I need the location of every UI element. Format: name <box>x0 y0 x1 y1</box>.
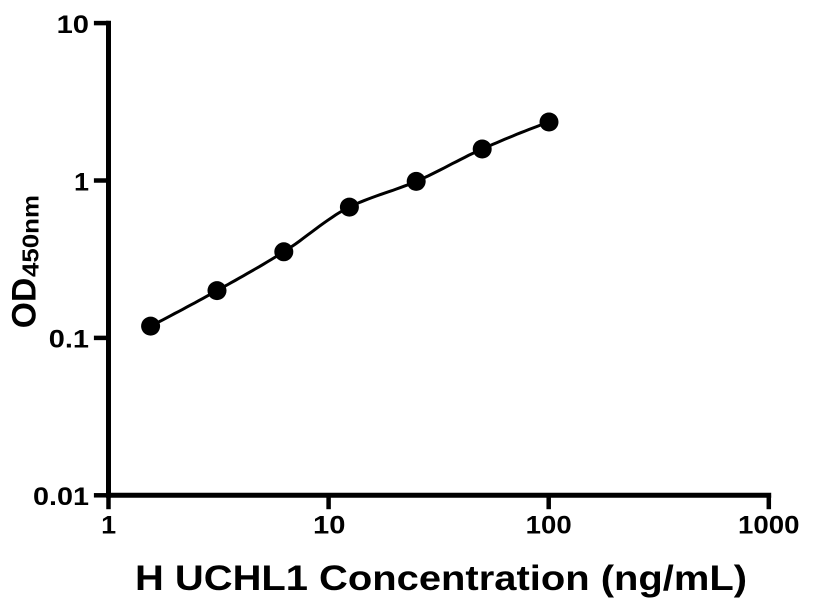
svg-text:OD: OD <box>6 278 44 329</box>
svg-text:10: 10 <box>57 11 89 39</box>
svg-text:1: 1 <box>74 168 89 196</box>
svg-text:1000: 1000 <box>738 511 800 539</box>
svg-text:0.01: 0.01 <box>33 483 89 511</box>
svg-text:10: 10 <box>313 511 345 539</box>
svg-text:450nm: 450nm <box>18 195 44 277</box>
svg-text:100: 100 <box>526 511 572 539</box>
svg-text:1: 1 <box>101 511 116 539</box>
svg-text:H UCHL1 Concentration (ng/mL): H UCHL1 Concentration (ng/mL) <box>135 559 747 598</box>
svg-text:0.1: 0.1 <box>49 326 89 354</box>
